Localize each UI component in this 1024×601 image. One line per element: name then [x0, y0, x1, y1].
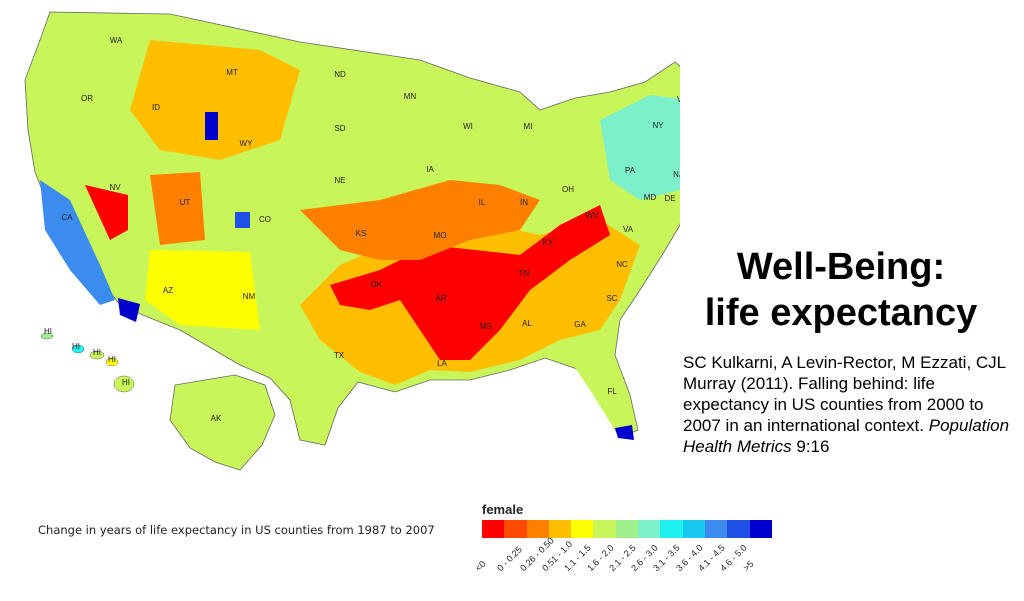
region-socal-blue: [118, 298, 140, 322]
state-labels: WAMTNDMNMEORIDSDWIMIVTNHNYMACTRIWYIANENV…: [44, 36, 680, 423]
state-label: FL: [607, 387, 617, 396]
state-label: PA: [625, 166, 636, 175]
citation-journal: Population Health Metrics: [683, 416, 1010, 456]
legend-label: <0: [473, 558, 488, 574]
state-label: TX: [334, 351, 345, 360]
region-montana-blue: [205, 112, 218, 140]
state-label: HI: [72, 342, 80, 351]
state-label: WV: [586, 211, 600, 220]
state-label: WA: [110, 36, 123, 45]
state-label: MS: [480, 322, 492, 331]
hawaii-island-3: [89, 350, 105, 360]
state-label: GA: [574, 320, 586, 329]
state-label: MN: [404, 92, 417, 101]
state-label: OR: [81, 94, 93, 103]
legend-swatch: [727, 520, 750, 538]
legend-swatches: [482, 520, 772, 538]
legend-swatch: [482, 520, 505, 538]
legend-swatch: [571, 520, 594, 538]
state-label: MO: [434, 231, 447, 240]
state-label: HI: [93, 348, 101, 357]
region-utah: [150, 172, 205, 245]
hawaii-island-4: [105, 357, 119, 367]
region-california-coast: [40, 180, 115, 305]
state-label: IA: [426, 165, 434, 174]
state-label: AZ: [163, 286, 173, 295]
citation-authors: SC Kulkarni, A Levin-Rector, M Ezzati, C…: [683, 353, 1006, 435]
map-regions: [24, 11, 680, 471]
state-label: UT: [180, 198, 191, 207]
state-label: NC: [616, 260, 628, 269]
state-label: SC: [606, 294, 617, 303]
map-caption: Change in years of life expectancy in US…: [38, 523, 435, 537]
state-label: VT: [677, 95, 680, 104]
state-label: KY: [543, 238, 554, 247]
slide-title: Well-Being: life expectancy: [676, 244, 1006, 336]
state-label: KS: [356, 229, 367, 238]
legend-swatch: [615, 520, 639, 538]
legend-swatch: [704, 520, 728, 538]
state-label: MT: [226, 68, 238, 77]
state-label: ID: [152, 103, 160, 112]
state-label: AK: [211, 414, 222, 423]
state-label: NY: [652, 121, 664, 130]
state-label: AL: [522, 319, 532, 328]
legend-title: female: [482, 502, 524, 517]
citation: SC Kulkarni, A Levin-Rector, M Ezzati, C…: [683, 352, 1018, 457]
state-label: WY: [240, 139, 254, 148]
us-county-map: WAMTNDMNMEORIDSDWIMIVTNHNYMACTRIWYIANENV…: [24, 11, 680, 471]
region-colorado-blue: [235, 212, 250, 228]
legend-label: 0 - 0.25: [495, 544, 525, 574]
hawaii-island-1: [40, 332, 54, 340]
region-florida: [570, 355, 635, 430]
state-label: OH: [562, 185, 574, 194]
region-arizona-nm: [145, 250, 260, 330]
state-label: HI: [108, 355, 116, 364]
state-label: ND: [334, 70, 346, 79]
legend-swatch: [638, 520, 661, 538]
hawaii-island-5: [113, 375, 135, 393]
legend-swatch: [526, 520, 549, 538]
legend-swatch: [682, 520, 705, 538]
hawaii-island-2: [71, 344, 85, 354]
state-label: CO: [259, 215, 271, 224]
state-label: MI: [524, 122, 533, 131]
region-red-belt: [330, 205, 610, 360]
state-label: WI: [463, 122, 473, 131]
state-label: LA: [437, 359, 447, 368]
state-label: NJ: [673, 170, 680, 179]
legend-swatch: [593, 520, 616, 538]
legend-labels: <0 0 - 0.25 0.26 - 0.50 0.51 - 1.0 1.1 - 1.5…: [473, 536, 812, 597]
state-label: TN: [519, 269, 530, 278]
state-label: NE: [334, 176, 345, 185]
region-nevada: [85, 185, 128, 240]
region-northeast: [600, 95, 680, 200]
state-label: HI: [44, 327, 52, 336]
state-label: HI: [122, 378, 130, 387]
state-label: IN: [520, 198, 528, 207]
region-south-florida-blue: [615, 425, 634, 440]
state-label: OK: [370, 280, 382, 289]
legend-label: >5: [740, 558, 756, 574]
state-label: AR: [435, 294, 446, 303]
legend-swatch: [749, 520, 772, 538]
region-orange-mid: [300, 180, 540, 260]
alaska-outline: [169, 374, 276, 471]
legend-swatch: [548, 520, 572, 538]
state-label: CA: [61, 213, 73, 222]
state-label: VA: [623, 225, 634, 234]
state-label: MD: [644, 193, 657, 202]
legend-swatch: [504, 520, 527, 538]
state-label: SD: [334, 124, 345, 133]
region-northwest: [130, 40, 300, 160]
state-label: DE: [664, 194, 675, 203]
state-label: NM: [243, 292, 256, 301]
citation-volume: 9:16: [796, 437, 830, 456]
title-line-2: life expectancy: [704, 292, 978, 334]
state-label: IL: [479, 198, 486, 207]
legend-swatch: [660, 520, 683, 538]
state-label: NV: [109, 183, 121, 192]
title-line-1: Well-Being:: [736, 246, 946, 288]
